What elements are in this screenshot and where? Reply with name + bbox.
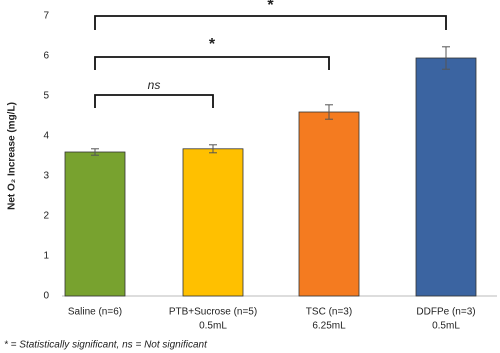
y-tick-label: 0 <box>43 291 49 302</box>
x-tick-label: Saline (n=6) <box>68 307 122 318</box>
significance-label: ns <box>148 78 161 92</box>
y-axis-title: Net O₂ Increase (mg/L) <box>7 102 18 210</box>
significance-bracket <box>94 94 214 108</box>
x-tick-label: TSC (n=3) <box>306 307 352 318</box>
significance-label: * <box>209 36 216 53</box>
y-tick-label: 1 <box>43 251 49 262</box>
x-tick-label: PTB+Sucrose (n=5) <box>169 307 257 318</box>
y-tick-label: 6 <box>43 51 49 62</box>
y-tick-label: 4 <box>43 131 49 142</box>
error-bar <box>209 144 217 154</box>
x-tick-label: 6.25mL <box>312 321 346 332</box>
x-tick-label: 0.5mL <box>432 321 460 332</box>
error-bar <box>325 104 333 120</box>
x-tick-label: 0.5mL <box>199 321 227 332</box>
footnote: * = Statistically significant, ns = Not … <box>4 340 208 351</box>
y-tick-label: 2 <box>43 211 49 222</box>
y-tick-label: 7 <box>43 11 49 22</box>
x-tick-label: DDFPe (n=3) <box>416 307 475 318</box>
significance-label: * <box>267 0 274 14</box>
y-tick-label: 5 <box>43 91 49 102</box>
bar <box>415 57 477 297</box>
error-bar <box>91 148 99 156</box>
y-tick-label: 3 <box>43 171 49 182</box>
significance-bracket <box>94 15 447 30</box>
bar <box>298 111 360 297</box>
significance-bracket <box>94 56 330 70</box>
bar <box>64 151 126 297</box>
error-bar <box>442 46 450 70</box>
bar <box>182 148 244 297</box>
